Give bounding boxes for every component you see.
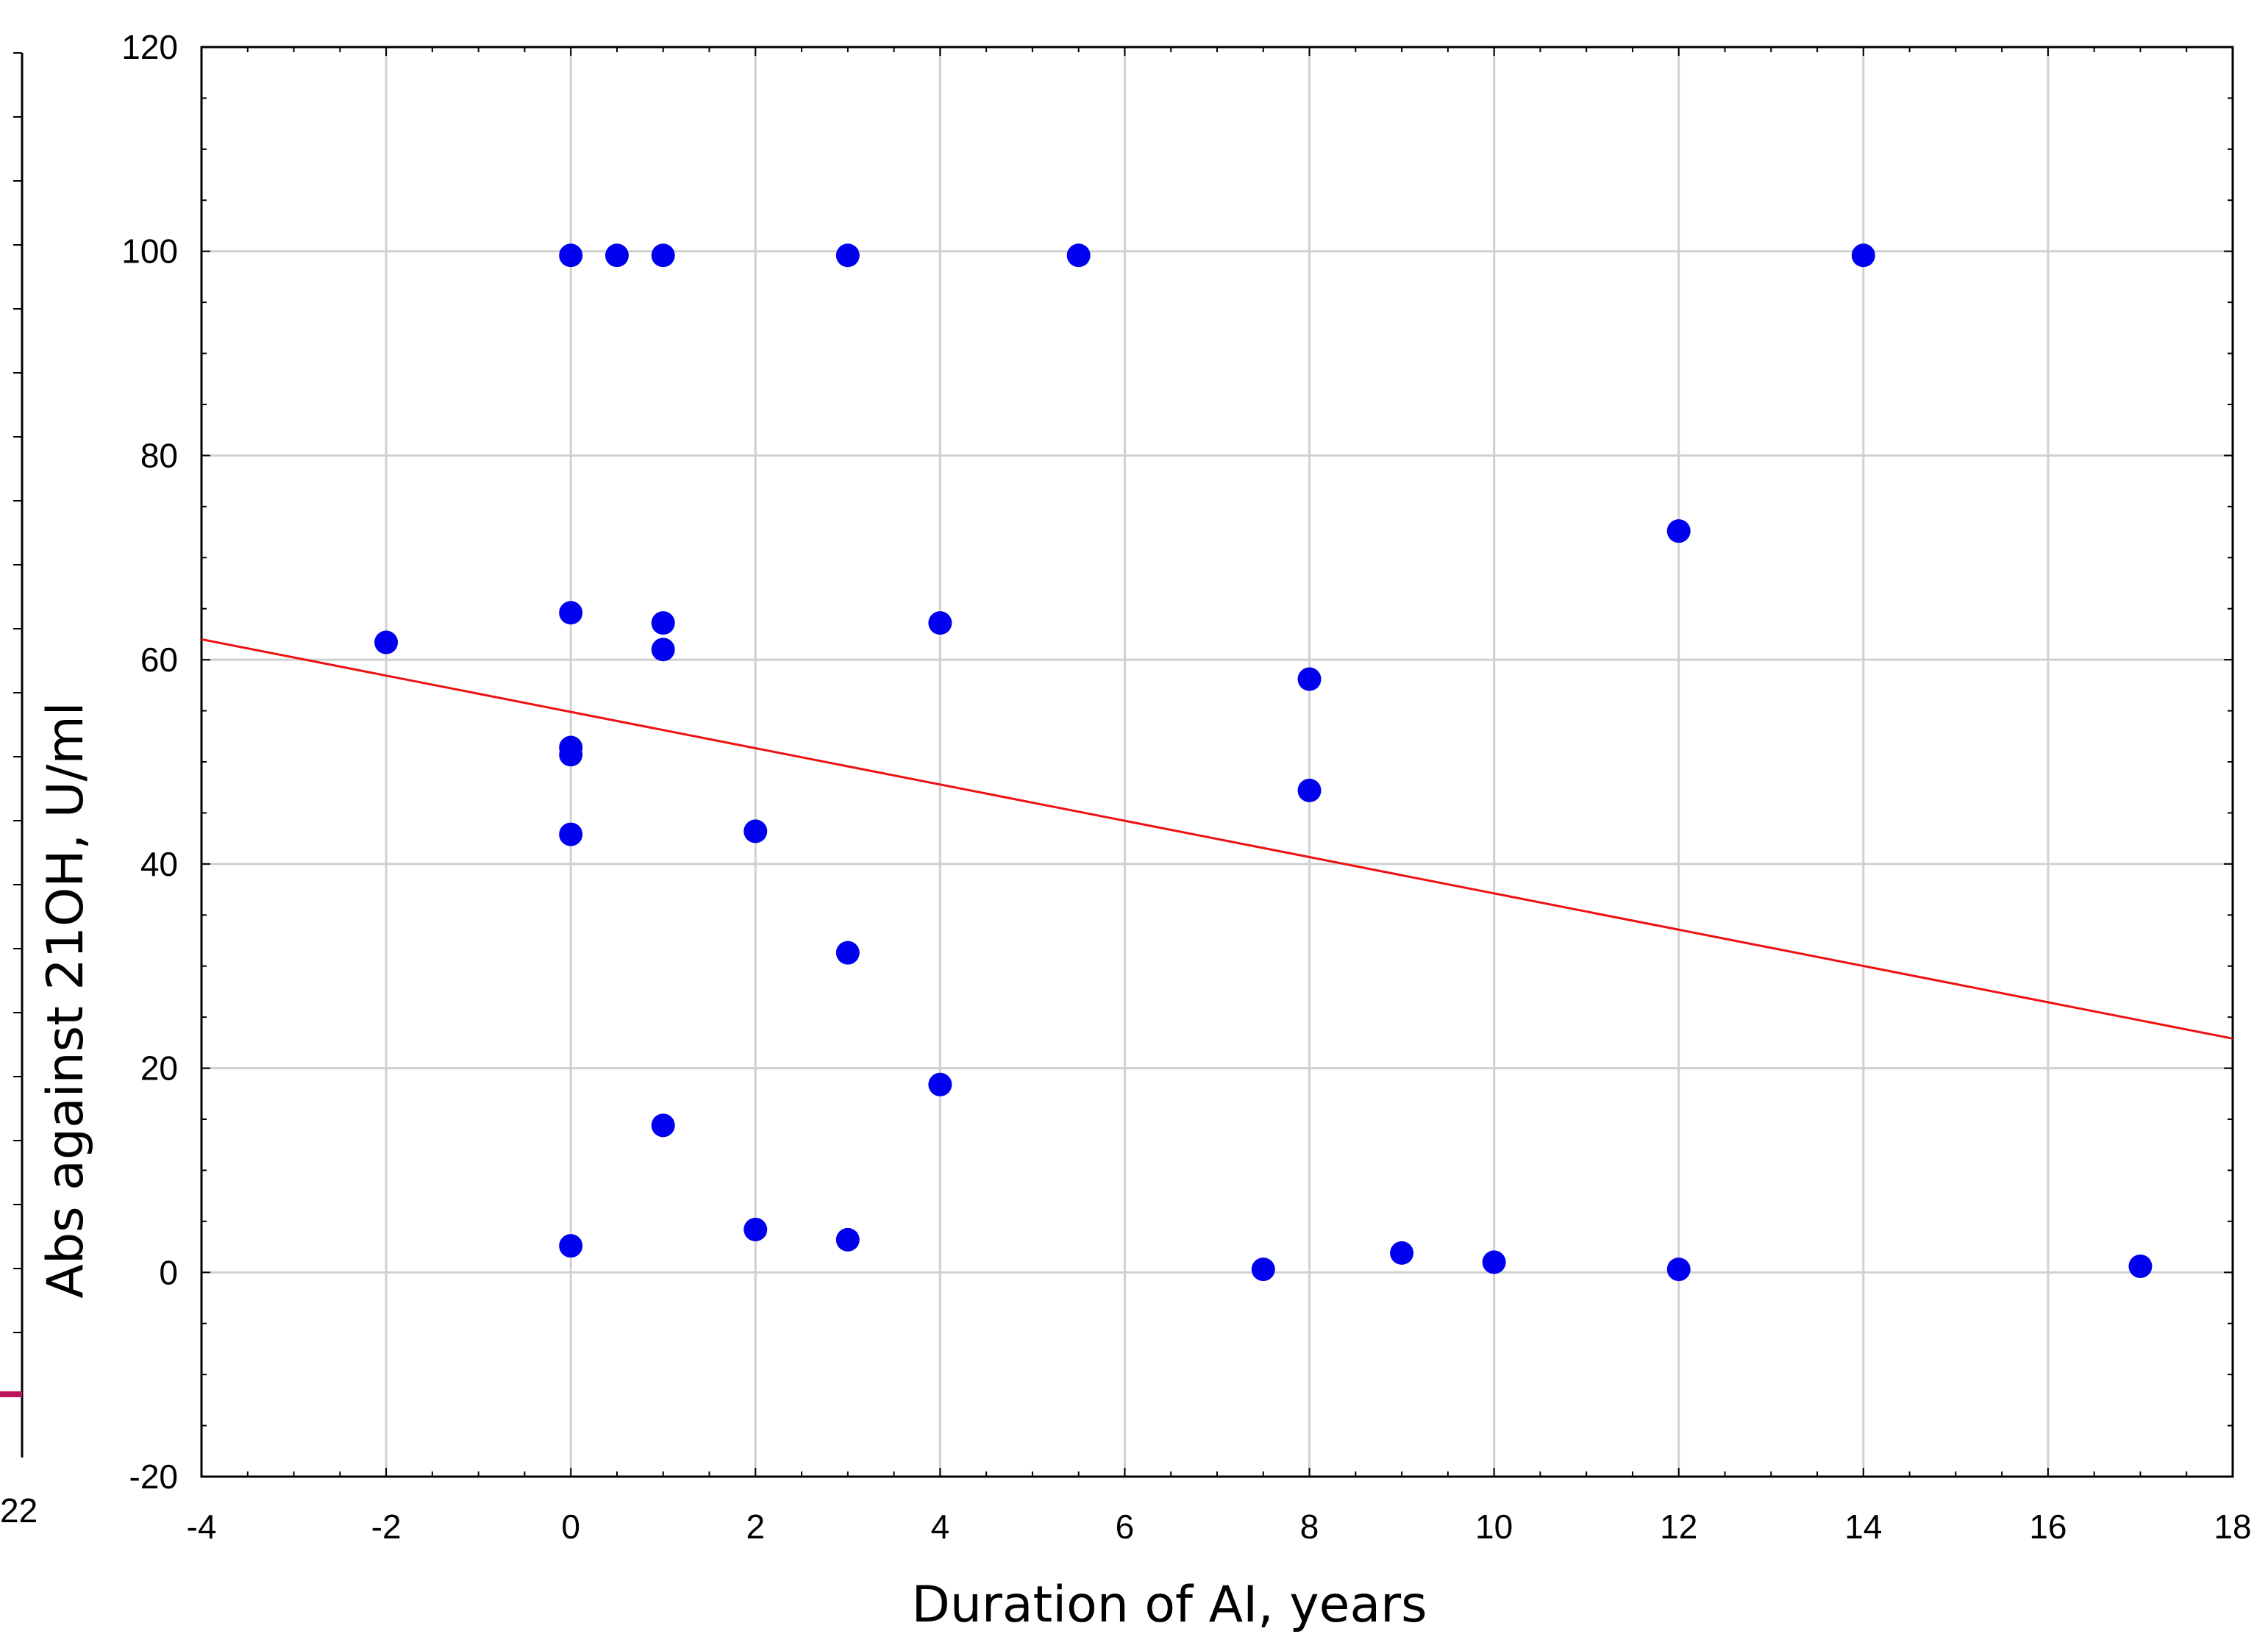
data-point [2128,1254,2153,1278]
data-point [835,941,860,965]
data-point [835,243,860,268]
data-point [1666,1257,1691,1282]
grid-lines [200,46,2234,1478]
plot-frame [200,46,2234,1478]
data-point [1297,778,1322,802]
y-tick-label: 120 [121,28,178,66]
data-point [835,1227,860,1252]
data-point [743,1217,768,1241]
data-point [1482,1250,1506,1274]
x-tick-label: 2 [746,1508,765,1546]
data-point [1066,243,1091,268]
data-points [374,243,2153,1282]
data-point [651,1113,675,1138]
x-tick-label: 6 [1116,1508,1135,1546]
data-point [651,638,675,662]
data-point [374,630,399,654]
data-point [1851,243,1875,268]
regression-line [201,638,2233,1040]
x-axis-title: Duration of AI, years [911,1576,1427,1634]
data-point [743,819,768,843]
y-tick-labels: -20 0 20 40 60 80 100 120 [121,28,178,1496]
left-panel-tick-label: 22 [0,1491,38,1530]
data-point [1390,1241,1414,1265]
data-point [605,243,629,268]
data-point [651,611,675,635]
data-point [928,1072,952,1096]
x-tick-label: -4 [187,1508,217,1546]
x-tick-label: -2 [371,1508,402,1546]
data-point [651,243,675,268]
data-point [1297,667,1322,691]
data-point [1251,1257,1275,1282]
y-tick-label: 20 [140,1049,178,1088]
x-tick-labels: -4 -2 0 2 4 6 8 10 12 14 16 18 [187,1508,2252,1546]
y-tick-label: -20 [129,1458,178,1496]
data-point [559,822,583,846]
x-tick-label: 18 [2214,1508,2251,1546]
data-point [1666,519,1691,543]
data-point [559,243,583,268]
y-tick-label: 60 [140,641,178,679]
left-panel-fragment: 22 [0,52,38,1530]
y-tick-label: 0 [159,1253,178,1291]
x-tick-label: 10 [1475,1508,1513,1546]
data-point [928,611,952,635]
x-tick-label: 16 [2029,1508,2066,1546]
x-tick-label: 14 [1844,1508,1882,1546]
x-tick-label: 4 [931,1508,950,1546]
x-tick-label: 0 [561,1508,580,1546]
data-point [559,601,583,625]
y-axis-title: Abs against 21OH, U/ml [37,702,95,1298]
left-panel-ticks [13,52,22,1397]
y-tick-label: 40 [140,845,178,883]
x-tick-label: 8 [1300,1508,1319,1546]
data-point [559,1234,583,1258]
data-point [559,743,583,767]
y-tick-label: 80 [140,436,178,474]
x-tick-label: 12 [1660,1508,1697,1546]
minor-ticks [201,46,2233,1477]
y-tick-label: 100 [121,232,178,271]
